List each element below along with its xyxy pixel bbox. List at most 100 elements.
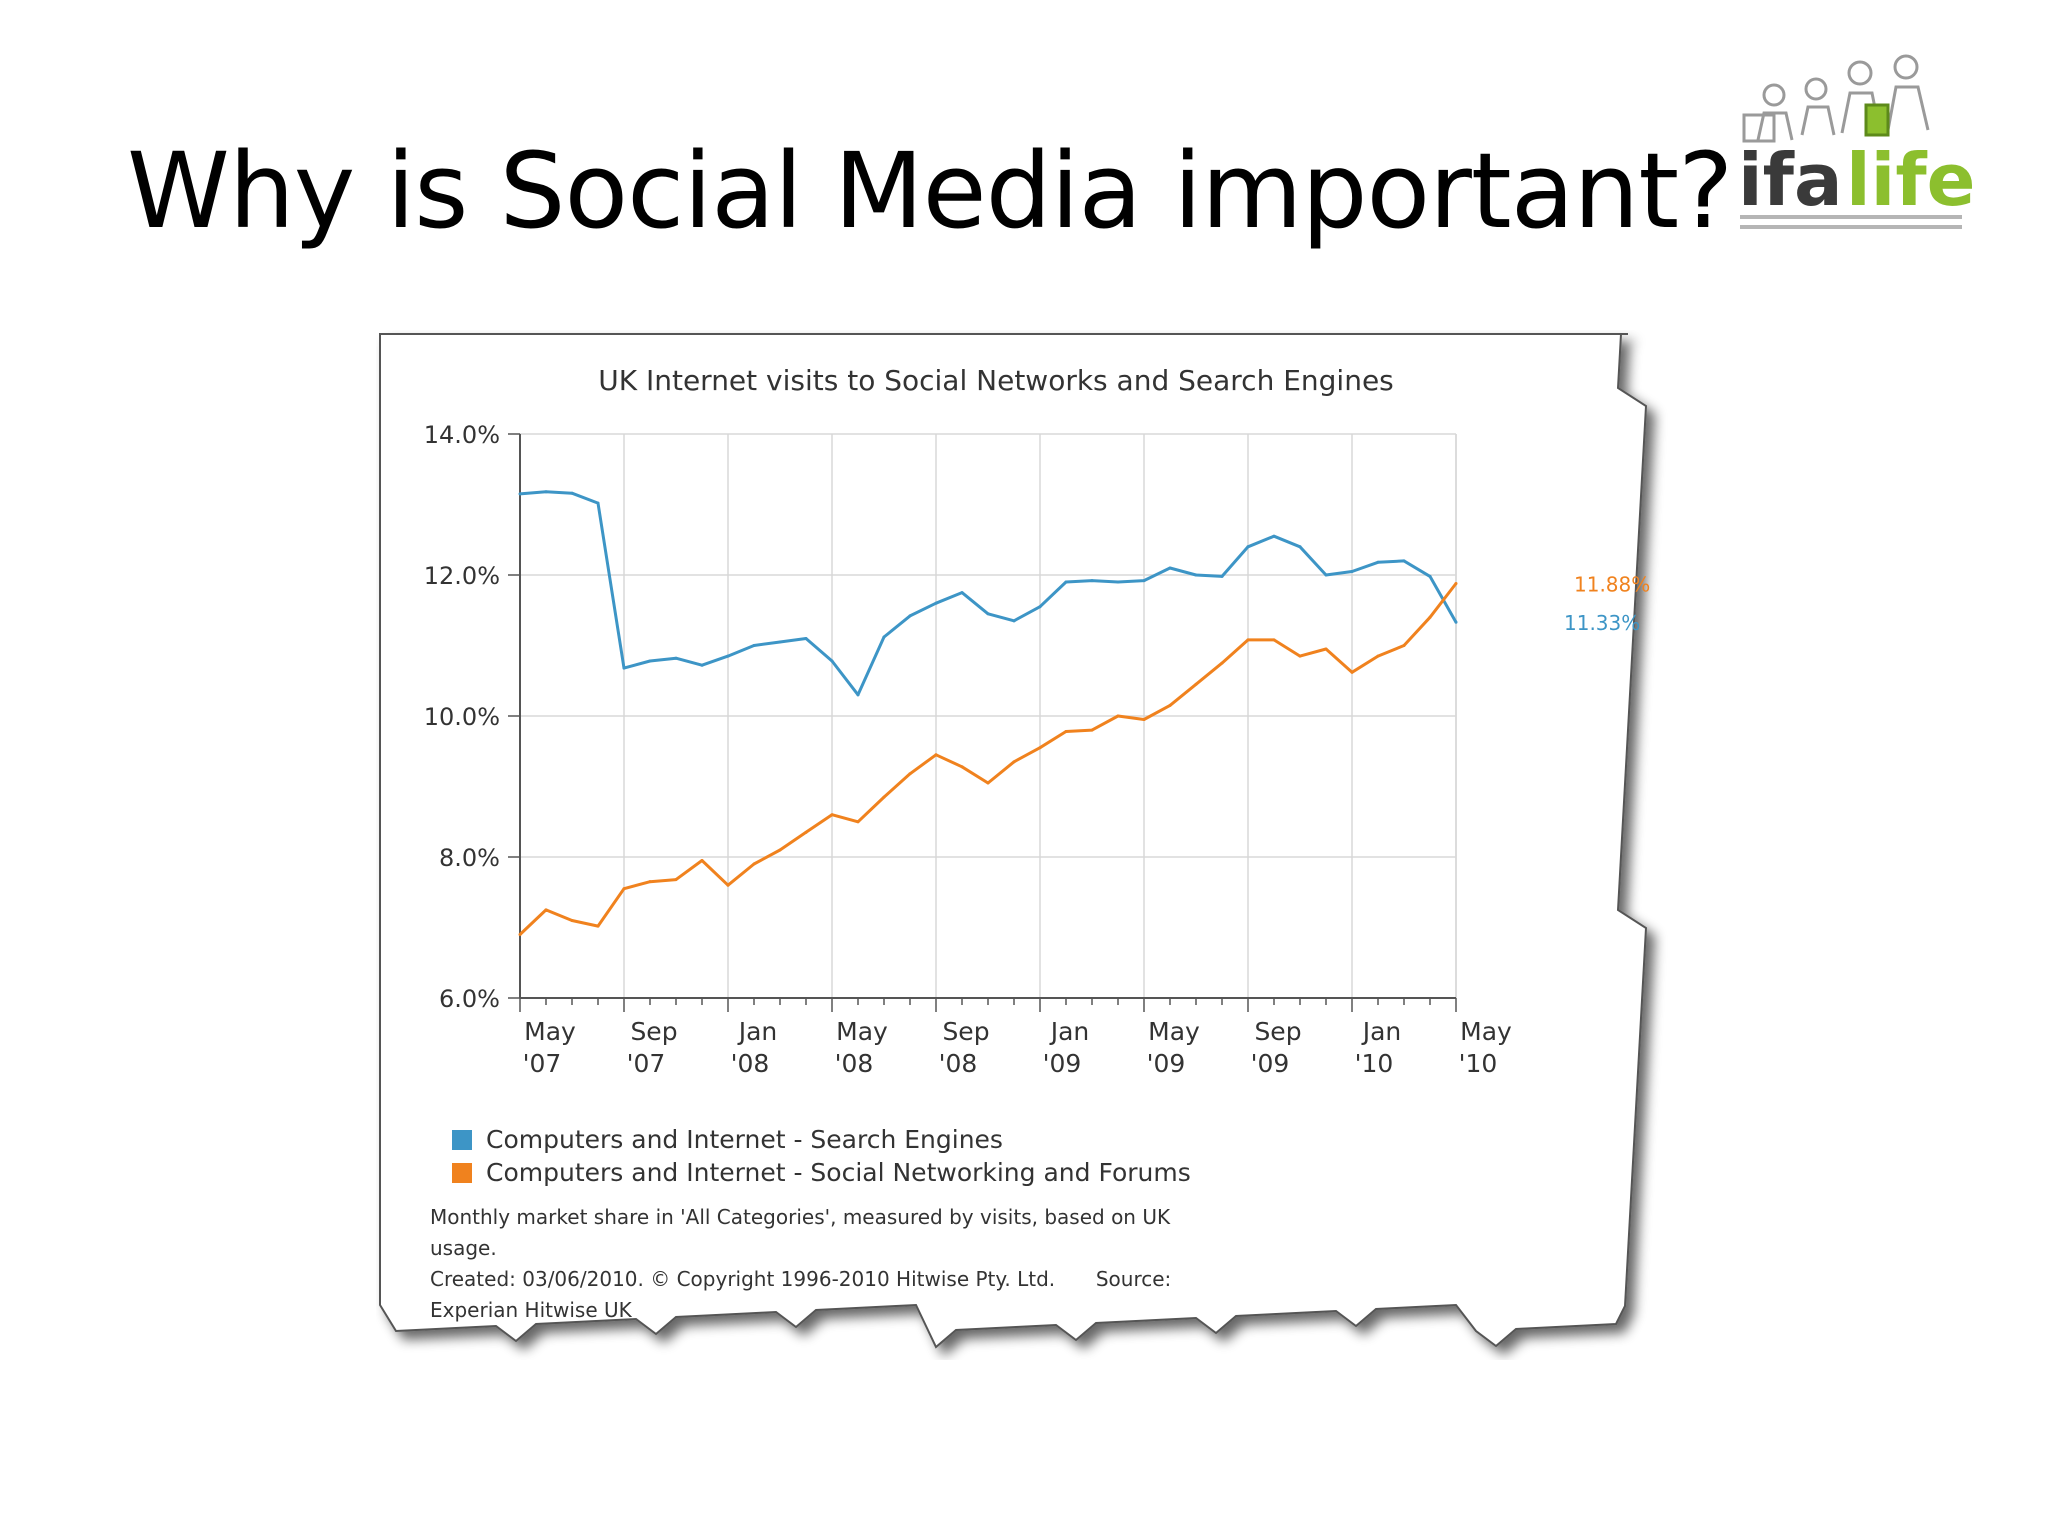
data-point-social-networking <box>518 933 522 937</box>
data-point-search-engines <box>1116 580 1120 584</box>
data-point-search-engines <box>1142 579 1146 583</box>
data-point-search-engines <box>804 636 808 640</box>
legend-item-social-networking: Computers and Internet - Social Networki… <box>452 1156 1191 1189</box>
data-point-search-engines <box>596 501 600 505</box>
x-tick-label-month: Sep <box>630 1017 677 1046</box>
data-point-search-engines <box>908 614 912 618</box>
data-point-social-networking <box>726 883 730 887</box>
x-tick-label-month: May <box>1460 1017 1512 1046</box>
data-point-search-engines <box>1428 574 1432 578</box>
x-tick-label-month: Jan <box>1049 1017 1090 1046</box>
data-point-search-engines <box>830 659 834 663</box>
data-point-social-networking <box>804 830 808 834</box>
data-point-search-engines <box>1194 573 1198 577</box>
data-point-social-networking <box>752 862 756 866</box>
data-point-search-engines <box>1272 534 1276 538</box>
x-tick-label-year: '10 <box>1459 1049 1498 1078</box>
x-tick-label-year: '07 <box>627 1049 666 1078</box>
legend-item-search-engines: Computers and Internet - Search Engines <box>452 1123 1191 1156</box>
data-point-search-engines <box>544 490 548 494</box>
data-point-social-networking <box>1298 654 1302 658</box>
data-point-search-engines <box>1220 574 1224 578</box>
data-point-social-networking <box>1324 647 1328 651</box>
data-point-search-engines <box>934 601 938 605</box>
x-tick-label-month: Sep <box>1254 1017 1301 1046</box>
x-tick-label-year: '09 <box>1147 1049 1186 1078</box>
x-tick-label-month: Jan <box>1361 1017 1402 1046</box>
data-point-search-engines <box>856 693 860 697</box>
data-point-social-networking <box>1090 728 1094 732</box>
legend-swatch-social-networking <box>452 1162 472 1183</box>
data-point-search-engines <box>1350 569 1354 573</box>
data-point-search-engines <box>1038 605 1042 609</box>
x-tick-label-year: '08 <box>835 1049 874 1078</box>
x-tick-label-year: '10 <box>1355 1049 1394 1078</box>
data-point-social-networking <box>908 772 912 776</box>
data-point-search-engines <box>674 656 678 660</box>
chart-figure: 6.0% 8.0% 10.0% 12.0% 14.0% May '07 Sep '07 Jan '0… <box>376 330 1716 1360</box>
data-point-social-networking <box>856 820 860 824</box>
data-point-social-networking <box>986 781 990 785</box>
torn-paper-frame <box>379 333 1648 1349</box>
data-point-social-networking <box>1428 615 1432 619</box>
data-point-social-networking <box>1376 654 1380 658</box>
data-point-social-networking <box>1272 638 1276 642</box>
data-point-social-networking <box>622 887 626 891</box>
footnote-source: Source: Experian Hitwise UK <box>430 1267 1172 1322</box>
logo-text-life: life <box>1846 138 1976 222</box>
data-point-social-networking <box>882 795 886 799</box>
data-point-search-engines <box>570 491 574 495</box>
data-point-social-networking <box>570 918 574 922</box>
data-point-social-networking <box>1168 703 1172 707</box>
chart-title: UK Internet visits to Social Networks an… <box>598 364 1394 397</box>
data-point-search-engines <box>726 654 730 658</box>
x-tick-label-month: Jan <box>737 1017 778 1046</box>
data-point-social-networking <box>1012 760 1016 764</box>
slide-title: Why is Social Media important? <box>127 130 1733 252</box>
data-point-search-engines <box>1324 573 1328 577</box>
data-point-search-engines <box>778 640 782 644</box>
data-point-social-networking <box>1402 644 1406 647</box>
x-tick-label-month: May <box>524 1017 576 1046</box>
data-point-social-networking <box>700 859 704 863</box>
data-point-social-networking <box>1038 746 1042 750</box>
x-tick-label-month: May <box>1148 1017 1200 1046</box>
x-tick-label-year: '08 <box>939 1049 978 1078</box>
end-label-search-engines: 11.33% <box>1564 611 1640 635</box>
chart-svg: 6.0% 8.0% 10.0% 12.0% 14.0% May '07 Sep '07 Jan '0… <box>379 333 1650 1349</box>
data-point-social-networking <box>778 848 782 852</box>
data-point-search-engines <box>1454 620 1458 624</box>
y-tick-label: 14.0% <box>424 421 500 449</box>
y-tick-label: 10.0% <box>424 703 500 731</box>
chart-legend: Computers and Internet - Search Engines … <box>452 1123 1191 1189</box>
data-point-social-networking <box>596 924 600 928</box>
footnote-line-1: Monthly market share in 'All Categories'… <box>430 1205 1171 1229</box>
data-point-search-engines <box>1090 579 1094 583</box>
end-label-social-networking: 11.88% <box>1574 572 1650 596</box>
data-point-social-networking <box>544 908 548 912</box>
legend-label-search-engines: Computers and Internet - Search Engines <box>486 1125 1003 1154</box>
data-point-social-networking <box>1116 714 1120 718</box>
data-point-search-engines <box>1012 619 1016 623</box>
footnote-line-3: Created: 03/06/2010. © Copyright 1996-20… <box>430 1264 1250 1326</box>
x-tick-label-year: '09 <box>1251 1049 1290 1078</box>
x-tick-label-year: '09 <box>1043 1049 1082 1078</box>
data-point-search-engines <box>960 591 964 595</box>
data-point-search-engines <box>752 644 756 647</box>
y-tick-label: 6.0% <box>439 985 500 1013</box>
data-point-search-engines <box>986 612 990 616</box>
data-point-social-networking <box>674 878 678 882</box>
legend-swatch-search-engines <box>452 1129 472 1150</box>
ifalife-logo: ifa life <box>1738 54 1976 229</box>
data-point-search-engines <box>700 663 704 667</box>
data-point-social-networking <box>830 813 834 817</box>
data-point-search-engines <box>648 659 652 663</box>
data-point-search-engines <box>1402 559 1406 563</box>
data-point-search-engines <box>622 666 626 670</box>
data-point-search-engines <box>1376 560 1380 564</box>
x-tick-label-month: May <box>836 1017 888 1046</box>
x-tick-label-year: '08 <box>731 1049 770 1078</box>
y-tick-label: 8.0% <box>439 844 500 872</box>
legend-label-social-networking: Computers and Internet - Social Networki… <box>486 1158 1191 1187</box>
data-point-social-networking <box>960 765 964 769</box>
